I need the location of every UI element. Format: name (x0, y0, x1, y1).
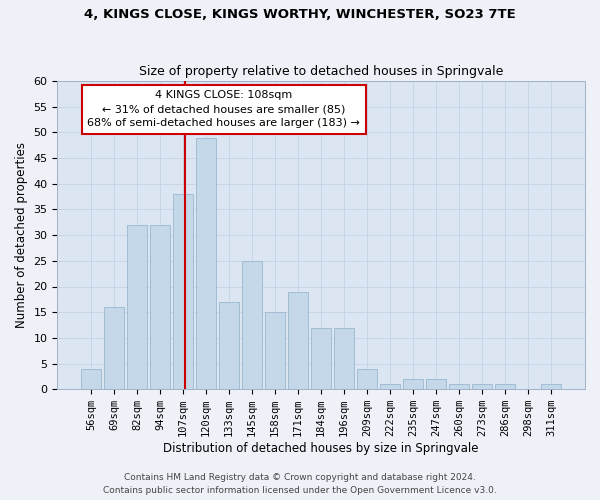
Bar (380, 384, 400, 389)
Bar (173, 194, 193, 389)
Bar (358, 368, 377, 389)
X-axis label: Distribution of detached houses by size in Springvale: Distribution of detached houses by size … (163, 442, 479, 455)
Bar (472, 384, 492, 389)
Bar (334, 328, 354, 389)
Text: 4, KINGS CLOSE, KINGS WORTHY, WINCHESTER, SO23 7TE: 4, KINGS CLOSE, KINGS WORTHY, WINCHESTER… (84, 8, 516, 20)
Text: Contains HM Land Registry data © Crown copyright and database right 2024.
Contai: Contains HM Land Registry data © Crown c… (103, 474, 497, 495)
Bar (449, 384, 469, 389)
Bar (127, 225, 147, 389)
Bar (311, 328, 331, 389)
Bar (82, 368, 101, 389)
Bar (151, 225, 170, 389)
Bar (289, 292, 308, 389)
Bar (242, 261, 262, 389)
Bar (427, 379, 446, 389)
Bar (541, 384, 561, 389)
Y-axis label: Number of detached properties: Number of detached properties (15, 142, 28, 328)
Bar (403, 379, 423, 389)
Bar (496, 384, 515, 389)
Text: 4 KINGS CLOSE: 108sqm
← 31% of detached houses are smaller (85)
68% of semi-deta: 4 KINGS CLOSE: 108sqm ← 31% of detached … (87, 90, 360, 128)
Bar (265, 312, 285, 389)
Bar (104, 307, 124, 389)
Bar (196, 138, 216, 389)
Title: Size of property relative to detached houses in Springvale: Size of property relative to detached ho… (139, 66, 503, 78)
Bar (220, 302, 239, 389)
